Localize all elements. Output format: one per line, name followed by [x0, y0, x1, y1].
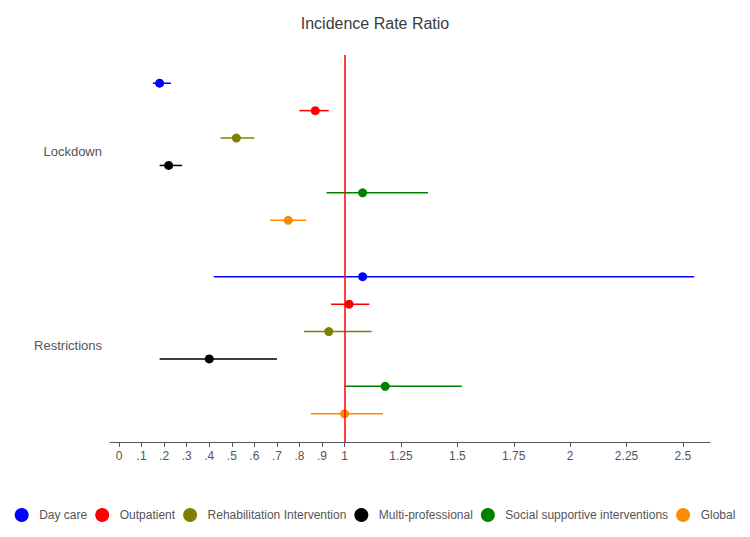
svg-text:Multi-professional: Multi-professional: [379, 508, 473, 522]
svg-text:.2: .2: [159, 449, 169, 463]
svg-text:.8: .8: [294, 449, 304, 463]
svg-text:1: 1: [341, 449, 348, 463]
svg-text:1.75: 1.75: [502, 449, 526, 463]
svg-text:2.5: 2.5: [675, 449, 692, 463]
svg-text:Global: Global: [701, 508, 736, 522]
svg-text:Day care: Day care: [39, 508, 87, 522]
svg-text:Rehabilitation Intervention: Rehabilitation Intervention: [208, 508, 347, 522]
svg-text:.5: .5: [227, 449, 237, 463]
svg-text:.4: .4: [204, 449, 214, 463]
svg-text:Incidence Rate Ratio: Incidence Rate Ratio: [301, 15, 450, 32]
svg-text:2.25: 2.25: [615, 449, 639, 463]
svg-text:1.5: 1.5: [449, 449, 466, 463]
svg-text:.7: .7: [272, 449, 282, 463]
svg-text:Lockdown: Lockdown: [43, 144, 102, 159]
svg-text:0: 0: [116, 449, 123, 463]
svg-text:2: 2: [567, 449, 574, 463]
svg-text:.3: .3: [182, 449, 192, 463]
svg-text:.1: .1: [137, 449, 147, 463]
svg-text:Social supportive intervention: Social supportive interventions: [505, 508, 668, 522]
svg-text:.9: .9: [317, 449, 327, 463]
svg-text:Outpatient: Outpatient: [120, 508, 176, 522]
svg-text:.6: .6: [249, 449, 259, 463]
svg-text:1.25: 1.25: [389, 449, 413, 463]
svg-text:Restrictions: Restrictions: [34, 338, 102, 353]
